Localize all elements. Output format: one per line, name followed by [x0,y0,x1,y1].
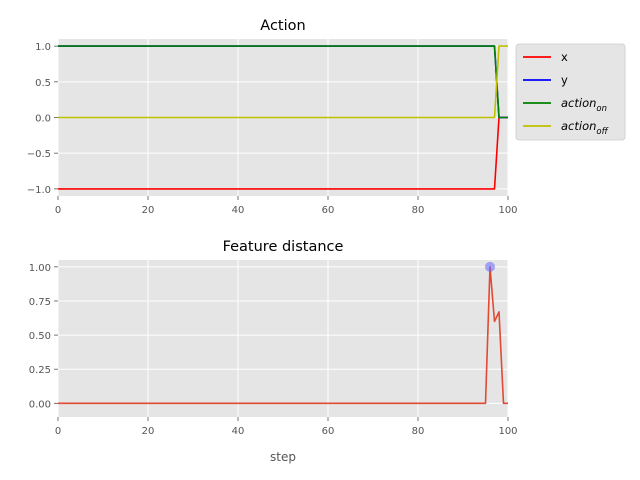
legend-label-text: x [561,50,568,64]
action-y-tick-label: 0.5 [35,78,51,89]
feature-x-tick-label: 40 [232,426,245,437]
action-x-tick-label: 0 [55,205,61,216]
legend-label-1: y [561,73,568,87]
feature-peak-marker [485,261,495,272]
action-y-tick-label: −1.0 [27,185,51,196]
feature-y-tick-label: 1.00 [29,263,51,274]
action-y-tick-label: 0.0 [35,114,51,125]
feature-plot-area [58,260,508,417]
action-y-tick-label: 1.0 [35,42,51,53]
feature-x-tick-label: 20 [142,426,155,437]
action-x-tick-label: 20 [142,205,155,216]
feature-x-tick-label: 0 [55,426,61,437]
feature-x-tick-label: 80 [412,426,425,437]
feature-y-tick-label: 0.00 [29,399,51,410]
legend-label-2: actionon [561,96,607,114]
action-y-tick-label: −0.5 [27,149,51,160]
legend-label-text: y [561,73,568,87]
legend-box [515,43,626,141]
feature-y-tick-label: 0.50 [29,331,51,342]
legend-label-text: action [561,119,596,133]
feature-series-line-0 [58,265,508,405]
action-series-line-3 [58,45,508,119]
feature-y-tick-label: 0.25 [29,365,51,376]
action-x-tick-label: 100 [498,205,517,216]
feature-x-axis-label: step [270,450,296,464]
action-x-tick-label: 40 [232,205,245,216]
feature-y-tick-label: 0.75 [29,297,51,308]
legend-label-0: x [561,50,568,64]
action-chart-title: Action [260,18,305,34]
feature-x-tick-label: 100 [498,426,517,437]
action-x-tick-label: 80 [412,205,425,216]
feature-chart-title: Feature distance [223,239,344,255]
legend-label-text: action [561,96,596,110]
legend-label-subscript: off [596,127,608,137]
feature-x-tick-label: 60 [322,426,335,437]
action-x-tick-label: 60 [322,205,335,216]
legend-label-subscript: on [596,104,607,114]
legend-label-3: actionoff [561,119,609,137]
